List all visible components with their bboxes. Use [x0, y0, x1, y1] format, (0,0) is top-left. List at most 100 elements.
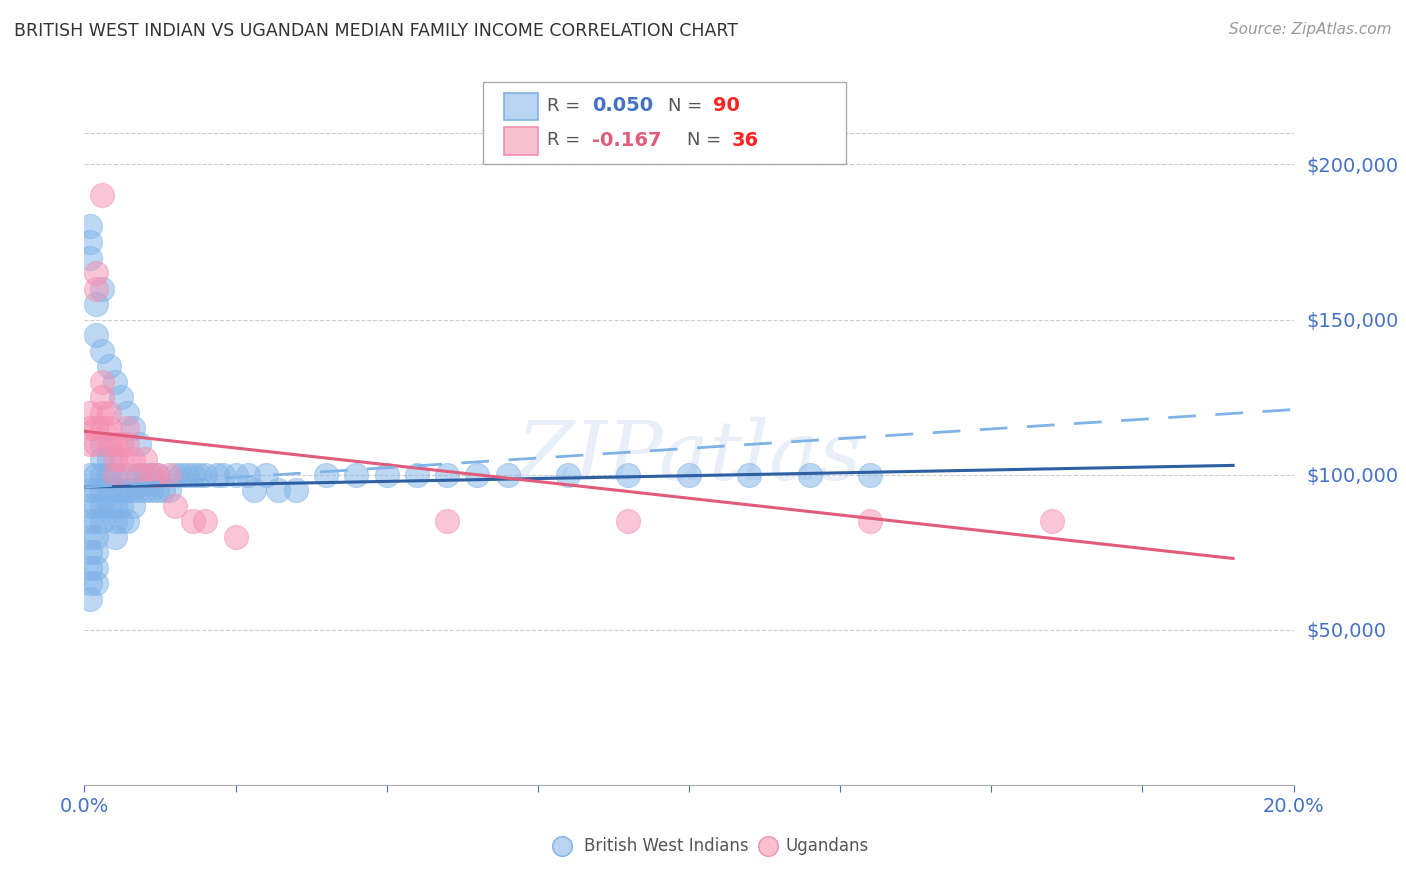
Point — [79, 545, 101, 559]
Point — [104, 467, 127, 482]
Point — [115, 406, 138, 420]
Point — [86, 297, 108, 311]
Point — [121, 483, 143, 498]
Point — [91, 281, 114, 295]
Point — [467, 467, 489, 482]
Point — [110, 514, 132, 528]
Point — [104, 514, 127, 528]
Point — [134, 483, 156, 498]
Point — [104, 483, 127, 498]
Point — [285, 483, 308, 498]
Point — [79, 251, 101, 265]
Bar — [503, 128, 538, 154]
Point — [176, 467, 198, 482]
Point — [79, 421, 101, 435]
Point — [557, 467, 579, 482]
Point — [91, 188, 114, 202]
Point — [115, 421, 138, 435]
Point — [375, 467, 398, 482]
Point — [181, 467, 204, 482]
Point — [91, 343, 114, 358]
Text: Ugandans: Ugandans — [786, 837, 869, 855]
Point — [79, 576, 101, 591]
Point — [104, 452, 127, 467]
Point — [79, 235, 101, 249]
Point — [79, 561, 101, 575]
Point — [79, 530, 101, 544]
Point — [104, 375, 127, 389]
Bar — [503, 93, 538, 120]
Point — [104, 530, 127, 544]
Text: BRITISH WEST INDIAN VS UGANDAN MEDIAN FAMILY INCOME CORRELATION CHART: BRITISH WEST INDIAN VS UGANDAN MEDIAN FA… — [14, 22, 738, 40]
Point — [165, 499, 187, 513]
Point — [86, 328, 108, 343]
Point — [139, 467, 162, 482]
Point — [91, 375, 114, 389]
Point — [97, 359, 120, 373]
Point — [139, 467, 162, 482]
Point — [121, 452, 143, 467]
Point — [267, 483, 290, 498]
Text: 90: 90 — [713, 96, 740, 115]
Point — [242, 483, 264, 498]
Point — [79, 467, 101, 482]
Point — [91, 390, 114, 404]
Point — [91, 452, 114, 467]
Point — [617, 467, 640, 482]
Point — [97, 406, 120, 420]
Point — [236, 467, 259, 482]
Point — [146, 467, 169, 482]
Point — [315, 467, 337, 482]
Point — [128, 483, 150, 498]
Point — [86, 483, 108, 498]
Point — [225, 467, 247, 482]
Point — [97, 467, 120, 482]
Point — [86, 530, 108, 544]
Point — [97, 421, 120, 435]
Point — [79, 219, 101, 234]
Point — [165, 467, 187, 482]
Point — [146, 467, 169, 482]
Point — [86, 499, 108, 513]
Point — [128, 467, 150, 482]
Point — [157, 483, 180, 498]
Text: British West Indians: British West Indians — [583, 837, 748, 855]
Point — [91, 421, 114, 435]
Point — [97, 483, 120, 498]
Point — [346, 467, 368, 482]
Point — [146, 483, 169, 498]
Point — [181, 514, 204, 528]
Point — [859, 467, 882, 482]
Point — [157, 467, 180, 482]
Point — [86, 467, 108, 482]
Point — [115, 436, 138, 450]
Point — [134, 467, 156, 482]
Point — [152, 483, 174, 498]
Point — [128, 467, 150, 482]
Point — [104, 499, 127, 513]
Point — [97, 436, 120, 450]
Point — [738, 467, 761, 482]
Point — [194, 467, 217, 482]
Text: ZIPatlas: ZIPatlas — [516, 417, 862, 497]
Text: 36: 36 — [731, 131, 758, 150]
Point — [134, 452, 156, 467]
Point — [86, 421, 108, 435]
Point — [115, 483, 138, 498]
Point — [207, 467, 229, 482]
Point — [91, 514, 114, 528]
Point — [86, 436, 108, 450]
Text: N =: N = — [686, 131, 727, 149]
Point — [79, 499, 101, 513]
Point — [678, 467, 700, 482]
Point — [139, 483, 162, 498]
Text: Source: ZipAtlas.com: Source: ZipAtlas.com — [1229, 22, 1392, 37]
Point — [799, 467, 821, 482]
Point — [91, 499, 114, 513]
Point — [110, 499, 132, 513]
Point — [79, 591, 101, 606]
Point — [115, 514, 138, 528]
Text: 0.050: 0.050 — [592, 96, 654, 115]
Point — [212, 467, 235, 482]
Point — [496, 467, 519, 482]
